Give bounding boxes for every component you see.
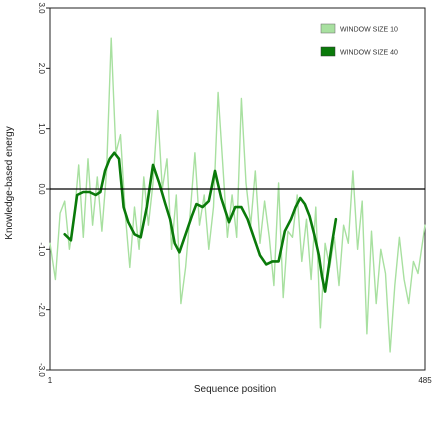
y-tick-label: -3.0 bbox=[37, 363, 46, 377]
series-line-window-40 bbox=[63, 151, 338, 293]
plot-area bbox=[49, 7, 426, 371]
legend: WINDOW SIZE 10 WINDOW SIZE 40 bbox=[318, 20, 418, 64]
legend-label-window-10: WINDOW SIZE 10 bbox=[340, 27, 398, 34]
y-tick-label: 1.0 bbox=[37, 123, 46, 135]
y-tick-label: -1.0 bbox=[37, 242, 46, 256]
series-line-window-10 bbox=[49, 37, 426, 353]
y-tick-label: 0.0 bbox=[37, 183, 46, 195]
tick-labels: 3.0 2.0 1.0 0.0 -1.0 -2.0 -3.01 485 bbox=[37, 2, 432, 385]
x-axis-label: Sequence position bbox=[194, 384, 276, 395]
x-tick-label: 485 bbox=[418, 376, 432, 385]
legend-swatch-window-40 bbox=[320, 46, 336, 57]
legend-swatch-window-10 bbox=[320, 23, 336, 34]
legend-label-window-40: WINDOW SIZE 40 bbox=[340, 50, 398, 57]
y-tick-label: -2.0 bbox=[37, 303, 46, 317]
y-axis-label: Knowledge-based energy bbox=[4, 126, 15, 239]
y-tick-label: 3.0 bbox=[37, 2, 46, 14]
x-tick-label: 1 bbox=[48, 376, 53, 385]
y-tick-label: 2.0 bbox=[37, 63, 46, 75]
